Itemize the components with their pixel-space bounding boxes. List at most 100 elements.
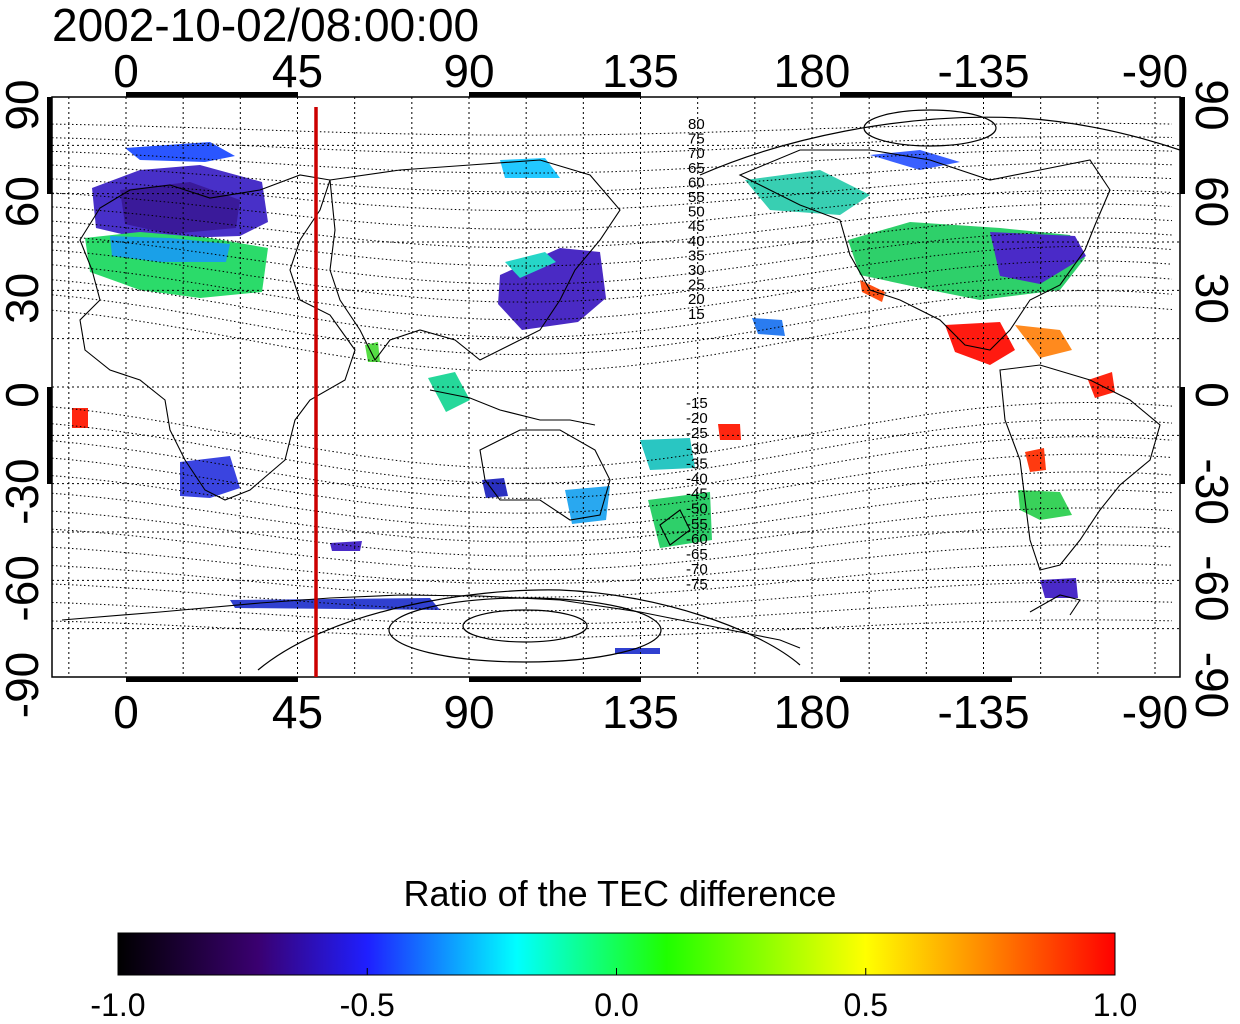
lat-tick-label-left: 30	[0, 273, 48, 324]
patch-south-africa	[180, 456, 240, 498]
mlat-label-south: -45	[686, 486, 708, 503]
mlat-contour	[52, 162, 1173, 193]
mlat-label-north: 80	[688, 116, 705, 133]
mlat-label-south: -30	[686, 440, 708, 457]
patch-se-australia	[565, 486, 610, 524]
mlat-label-south: -40	[686, 471, 708, 488]
left-latitude-ticks: 90 60 30 0 -30 -60 -90	[0, 79, 48, 718]
coast-indonesia	[429, 389, 596, 426]
lat-tick-label-right: 60	[1186, 176, 1238, 227]
mlat-contour	[52, 189, 1173, 230]
patch-sa-south	[1018, 490, 1072, 520]
mlat-contour	[52, 436, 1173, 499]
south-pole-contour-inner	[462, 609, 588, 643]
colorbar-ticks: -1.0 -0.5 0.0 0.5 1.0	[90, 968, 1137, 1023]
mlat-contour	[52, 619, 1173, 638]
mlat-contour	[52, 544, 1173, 585]
mlat-label-south: -35	[686, 455, 708, 472]
mlat-label-north: 60	[688, 174, 705, 191]
magnetic-pole-contours	[257, 109, 1180, 671]
mlat-label-north: 50	[688, 204, 705, 221]
patch-nz-north	[640, 438, 695, 470]
mlat-contour	[52, 305, 1173, 372]
patch-west-red	[72, 408, 88, 428]
lat-tick-label-right: 0	[1186, 382, 1238, 408]
mlat-contour	[52, 290, 1173, 355]
mlat-label-south: -65	[686, 546, 708, 563]
lon-tick-label: 180	[774, 45, 851, 97]
mlat-contour	[52, 600, 1173, 625]
lon-tick-label: 90	[443, 686, 494, 738]
patch-southern-ocean	[330, 541, 362, 551]
lon-tick-label: 135	[602, 686, 679, 738]
lat-tick-label-left: 90	[0, 79, 48, 130]
lat-tick-label-left: 0	[0, 382, 48, 408]
coastlines	[61, 149, 1161, 649]
mlat-label-north: 25	[688, 277, 705, 294]
colorbar-tick-label: 0.0	[594, 987, 638, 1023]
right-latitude-ticks: 90 60 30 0 -30 -60 -90	[1186, 79, 1238, 718]
lon-tick-label: 0	[113, 686, 139, 738]
mlat-label-north: 55	[688, 189, 705, 206]
mlat-label-north: 35	[688, 247, 705, 264]
coast-north-america	[738, 149, 1111, 351]
lat-tick-label-left: -90	[0, 652, 48, 718]
bottom-bar-1	[126, 677, 298, 682]
mlat-contour	[52, 489, 1173, 543]
lat-tick-label-left: 60	[0, 176, 48, 227]
lon-tick-label: 180	[774, 686, 851, 738]
coast-antarctica	[61, 594, 801, 649]
mlat-label-north: 65	[688, 160, 705, 177]
lat-tick-label-right: 90	[1186, 79, 1238, 130]
patch-usa-east	[990, 232, 1086, 284]
coast-asia	[329, 159, 621, 362]
mlat-contour	[52, 418, 1173, 484]
mlat-contour	[52, 135, 1173, 155]
colorbar-tick-label: -0.5	[340, 987, 395, 1023]
mlat-contour	[52, 203, 1173, 249]
mlat-label-south: -55	[686, 516, 708, 533]
mlat-contour	[52, 176, 1173, 212]
mlat-contour	[52, 149, 1173, 174]
mlat-label-south: -60	[686, 531, 708, 548]
mlat-label-south: -75	[686, 576, 708, 593]
patch-china-west	[505, 252, 556, 278]
top-bar-3	[840, 92, 1012, 97]
mlat-label-south: -15	[686, 395, 708, 412]
colorbar-tick-label: 0.5	[844, 987, 888, 1023]
mlat-contour	[52, 245, 1173, 303]
north-pole-contour-wide	[699, 116, 1180, 176]
coast-nz	[659, 509, 691, 546]
patch-arctic	[125, 142, 235, 162]
lon-tick-label: -90	[1122, 45, 1188, 97]
timestamp-title: 2002-10-02/08:00:00	[52, 0, 480, 51]
lat-tick-label-right: -90	[1186, 652, 1238, 718]
patch-europe-core	[120, 182, 240, 234]
patch-mongolia	[500, 158, 560, 178]
patch-pacific-red	[718, 424, 741, 440]
mlat-label-south: -70	[686, 561, 708, 578]
bottom-bar-3	[840, 677, 1012, 682]
mlat-contour	[52, 401, 1173, 469]
south-pole-contour-wide	[257, 589, 801, 671]
mlat-label-south: -25	[686, 425, 708, 442]
right-bar-2	[1180, 387, 1185, 484]
patch-sa-north	[1088, 372, 1115, 398]
mlat-contour	[52, 260, 1173, 321]
patch-pacific-blue	[752, 318, 785, 336]
lon-tick-label: 45	[272, 45, 323, 97]
mlat-contour	[52, 453, 1173, 514]
patch-antarctic-blue	[1040, 578, 1078, 598]
mlat-contour	[52, 581, 1173, 612]
lon-tick-label: 90	[443, 45, 494, 97]
lon-tick-label: 0	[113, 45, 139, 97]
patch-canada	[745, 170, 870, 215]
lat-tick-label-right: -30	[1186, 458, 1238, 524]
colorbar-title: Ratio of the TEC difference	[403, 873, 837, 914]
coast-europe-africa	[79, 174, 356, 501]
mlat-label-north: 40	[688, 233, 705, 250]
left-bar-2	[47, 387, 52, 484]
